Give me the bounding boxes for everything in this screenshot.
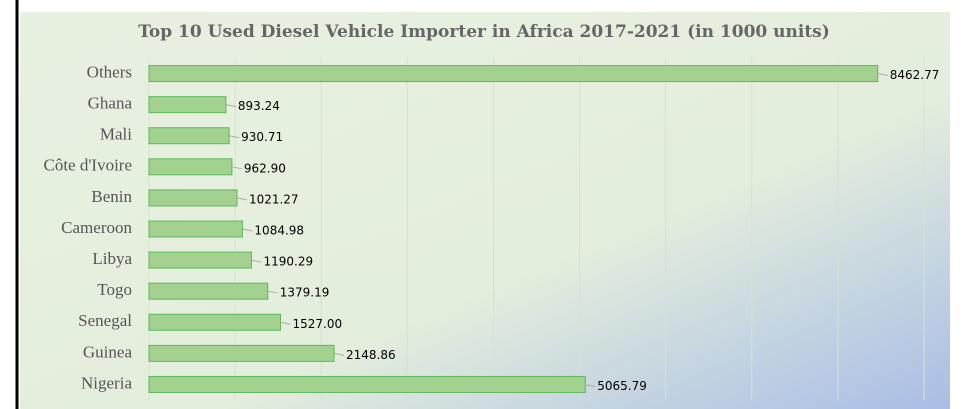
leader-line [251,259,262,263]
leader-line [585,383,596,387]
data-label: 8462.77 [890,68,940,82]
data-label: 930.71 [241,130,283,144]
y-tick-label: Benin [91,187,132,206]
y-tick-label: Mali [100,125,132,144]
leader-line [242,228,253,232]
data-label: 2148.86 [346,348,396,362]
bar [148,344,335,362]
y-tick-label: Côte d'Ivoire [43,156,132,175]
y-tick-label: Togo [97,280,132,299]
y-tick-label: Nigeria [81,373,132,392]
leader-line [236,197,248,201]
y-tick-label: Guinea [83,342,133,361]
y-tick-label: Senegal [78,311,132,330]
bar [148,282,269,300]
leader-line [231,166,243,170]
leader-line [225,104,237,108]
bar [148,127,230,145]
data-label: 1084.98 [254,224,304,238]
leader-line [229,135,240,139]
leader-line [333,352,345,356]
bar [148,96,227,114]
bar [148,220,243,238]
bar [148,313,281,331]
bar [148,251,252,269]
bar [148,158,233,176]
y-tick-label: Cameroon [61,218,132,237]
bar [148,375,586,393]
bar [148,65,879,83]
data-label: 1379.19 [280,286,330,300]
data-label: 962.90 [244,161,286,175]
leader-line [877,73,888,77]
leader-line [280,321,291,325]
data-label: 1021.27 [249,192,299,206]
data-label: 893.24 [238,99,280,113]
y-tick-label: Ghana [88,94,133,113]
chart-title: Top 10 Used Diesel Vehicle Importer in A… [138,22,830,42]
y-tick-label: Libya [92,249,132,268]
leader-line [267,290,278,294]
data-label: 1527.00 [292,317,342,331]
data-label: 5065.79 [597,379,647,393]
data-label: 1190.29 [263,255,313,269]
bar [148,189,238,207]
y-tick-label: Others [87,62,132,81]
